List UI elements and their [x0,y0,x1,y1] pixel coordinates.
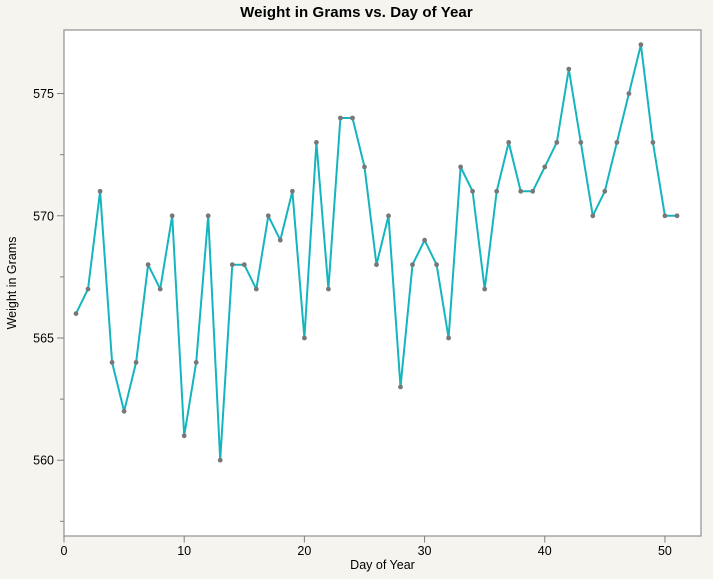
data-point[interactable] [73,311,79,316]
data-point[interactable] [614,140,620,145]
data-point[interactable] [265,213,271,219]
data-point[interactable] [530,188,536,194]
data-point[interactable] [133,360,139,365]
data-point[interactable] [446,335,451,341]
chart-title: Weight in Grams vs. Day of Year [240,4,473,21]
data-point[interactable] [85,286,91,292]
data-point[interactable] [470,188,475,194]
y-tick-label: 560 [33,454,54,468]
data-point[interactable] [626,91,632,96]
data-point[interactable] [241,262,247,268]
y-tick-label: 570 [33,209,54,223]
data-point[interactable] [350,115,355,121]
data-point[interactable] [638,42,644,48]
data-point[interactable] [157,286,163,292]
data-point[interactable] [97,188,103,194]
data-point[interactable] [169,213,175,219]
data-point[interactable] [506,140,512,145]
x-tick-label: 0 [61,544,68,558]
data-point[interactable] [566,66,572,72]
data-point[interactable] [277,237,283,243]
x-tick-label: 20 [297,544,311,558]
data-point[interactable] [650,140,656,145]
y-tick-label: 565 [33,332,54,346]
data-point[interactable] [205,213,211,219]
data-point[interactable] [590,213,596,219]
x-tick-label: 30 [418,544,432,558]
data-point[interactable] [290,188,295,194]
data-point[interactable] [602,188,608,194]
data-point[interactable] [422,237,427,243]
data-point[interactable] [494,188,500,194]
x-tick-label: 10 [177,544,191,558]
data-point[interactable] [542,164,548,170]
data-point[interactable] [145,262,151,268]
data-point[interactable] [302,335,307,341]
data-point[interactable] [518,188,524,194]
data-point[interactable] [362,164,367,170]
data-point[interactable] [121,408,127,414]
data-point[interactable] [253,286,259,292]
data-point[interactable] [326,286,331,292]
data-point[interactable] [109,360,115,365]
x-axis-title: Day of Year [350,558,415,572]
data-point[interactable] [386,213,391,219]
data-point[interactable] [217,457,223,463]
data-point[interactable] [338,115,343,121]
plot-area [63,29,702,537]
data-point[interactable] [398,384,403,390]
data-point[interactable] [482,286,488,292]
data-point[interactable] [314,140,319,145]
data-point[interactable] [554,140,560,145]
data-point[interactable] [193,360,199,365]
data-point[interactable] [674,213,680,219]
data-point[interactable] [181,433,187,439]
y-axis-title: Weight in Grams [5,237,19,330]
x-tick-label: 50 [658,544,672,558]
data-point[interactable] [662,213,668,219]
data-point[interactable] [458,164,463,170]
x-tick-label: 40 [538,544,552,558]
data-point[interactable] [374,262,379,268]
data-point[interactable] [229,262,235,268]
data-point[interactable] [410,262,415,268]
data-point[interactable] [578,140,584,145]
data-point[interactable] [434,262,439,268]
y-tick-label: 575 [33,87,54,101]
